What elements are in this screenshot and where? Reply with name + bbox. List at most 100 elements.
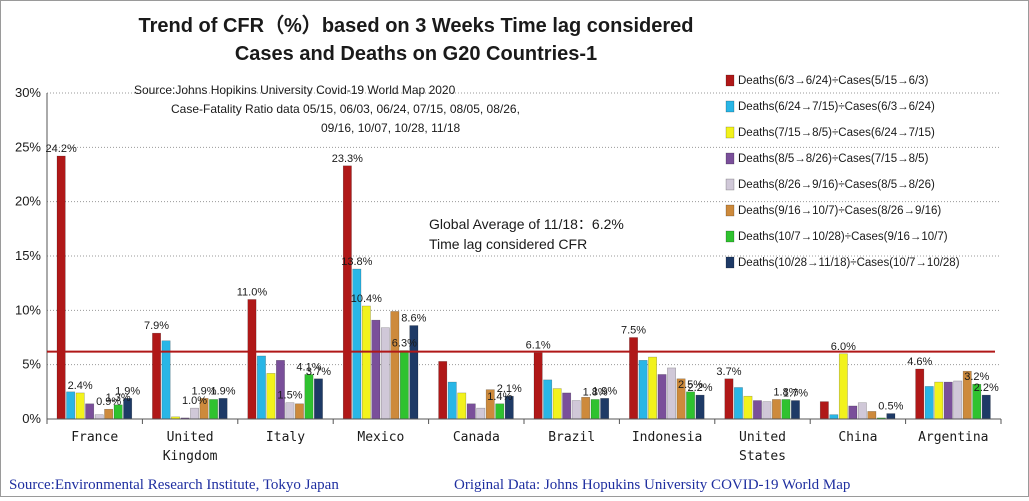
bar: Deaths(10/7→10/28)÷Cases(9/16→10/7): 1.8… [590, 399, 600, 420]
data-label: 1.7% [783, 388, 808, 400]
legend-item: Deaths(9/16→10/7)÷Cases(8/26→9/16) [725, 204, 941, 217]
data-label: 7.9% [144, 320, 169, 332]
source-note: Source:Johns Hopikins University Covid-1… [134, 83, 520, 135]
bar: Deaths(10/28→11/18)÷Cases(10/7→10/28): 2… [981, 394, 991, 420]
bar: Deaths(6/24→7/15)÷Cases(6/3→6/24): 5.4% [638, 360, 648, 420]
data-label: 2.5% [678, 379, 703, 391]
bar: Deaths(8/26→9/16)÷Cases(8/5→8/26): 1.5% [285, 402, 295, 420]
bar: Deaths(8/26→9/16)÷Cases(8/5→8/26): 1% [190, 407, 199, 420]
bar: Deaths(7/15→8/5)÷Cases(6/24→7/15): 2.4% [75, 392, 85, 420]
data-labels: 24.2%2.4%0.9%1.3%1.9%7.9%1.0%1.9%1.9%11.… [46, 143, 999, 413]
data-label: 1.9% [211, 385, 236, 397]
data-label: 3.2% [964, 371, 989, 383]
data-label: 1.9% [592, 385, 617, 397]
y-tick-label: 20% [15, 194, 41, 209]
source-line-1: Source:Johns Hopikins University Covid-1… [134, 83, 456, 97]
data-label: 13.8% [341, 256, 372, 268]
data-label: 8.6% [401, 313, 426, 325]
data-label: 3.7% [716, 366, 741, 378]
source-line-3: 09/16, 10/07, 10/28, 11/18 [321, 121, 461, 135]
legend-item: Deaths(6/3→6/24)÷Cases(5/15→6/3) [725, 74, 929, 87]
legend-label: Deaths(7/15→8/5)÷Cases(6/24→7/15) [738, 127, 935, 139]
data-label: 10.4% [351, 293, 382, 305]
bar: Deaths(6/3→6/24)÷Cases(5/15→6/3): 7.5% [629, 337, 638, 420]
bar: Deaths(6/24→7/15)÷Cases(6/3→6/24): 3% [924, 386, 934, 420]
legend-label: Deaths(8/26→9/16)÷Cases(8/5→8/26) [738, 179, 935, 191]
bar: Deaths(10/28→11/18)÷Cases(10/7→10/28): 0… [886, 413, 896, 420]
bar: Deaths(6/24→7/15)÷Cases(6/3→6/24): 3.6% [543, 379, 553, 420]
bar: Deaths(10/7→10/28)÷Cases(9/16→10/7): 1.8… [781, 399, 791, 420]
bar: Deaths(8/5→8/26)÷Cases(7/15→8/5): 3.4% [943, 381, 953, 420]
data-label: 0.5% [878, 401, 903, 413]
data-label: 1.4% [487, 391, 512, 403]
legend-swatch [725, 204, 735, 217]
y-tick-label: 25% [15, 139, 41, 154]
bar: Deaths(8/5→8/26)÷Cases(7/15→8/5): 1.7% [753, 400, 762, 420]
legend-item: Deaths(6/24→7/15)÷Cases(6/3→6/24) [725, 100, 935, 113]
bar: Deaths(7/15→8/5)÷Cases(6/24→7/15): 2.8% [552, 388, 562, 420]
legend-label: Deaths(10/7→10/28)÷Cases(9/16→10/7) [738, 231, 948, 243]
data-label: 2.4% [68, 380, 93, 392]
bar: Deaths(8/5→8/26)÷Cases(7/15→8/5): 2.4% [562, 392, 572, 420]
bar: Deaths(6/24→7/15)÷Cases(6/3→6/24): 0.4% [829, 414, 839, 420]
bar: Deaths(10/7→10/28)÷Cases(9/16→10/7): 2.5… [686, 391, 695, 420]
bar: Deaths(7/15→8/5)÷Cases(6/24→7/15): 5.7% [648, 356, 657, 420]
bar: Deaths(8/26→9/16)÷Cases(8/5→8/26): 1% [476, 407, 486, 420]
bar: Deaths(10/28→11/18)÷Cases(10/7→10/28): 1… [218, 398, 228, 420]
y-tick-label: 0% [22, 411, 41, 426]
bar: Deaths(10/7→10/28)÷Cases(9/16→10/7): 1.8… [209, 399, 218, 420]
data-label: 1.3% [106, 392, 131, 404]
data-label: 1.9% [192, 385, 217, 397]
bar: Deaths(10/28→11/18)÷Cases(10/7→10/28): 1… [791, 400, 800, 420]
bar: Deaths(6/3→6/24)÷Cases(5/15→6/3): 11% [247, 299, 257, 420]
x-tick-label: Argentina [918, 430, 988, 445]
annotation-line-1: Global Average of 11/18：6.2% [429, 216, 624, 232]
source-line-2: Case-Fatality Ratio data 05/15, 06/03, 0… [171, 102, 520, 116]
legend-swatch [725, 178, 735, 191]
legend-item: Deaths(7/15→8/5)÷Cases(6/24→7/15) [725, 126, 935, 139]
legend-label: Deaths(10/28→11/18)÷Cases(10/7→10/28) [738, 257, 960, 269]
data-label: 23.3% [332, 153, 363, 165]
bar: Deaths(9/16→10/7)÷Cases(8/26→9/16): 1.8% [772, 399, 781, 420]
bar: Deaths(8/5→8/26)÷Cases(7/15→8/5): 1.4% [466, 403, 476, 420]
data-label: 7.5% [621, 325, 646, 337]
bar: Deaths(8/26→9/16)÷Cases(8/5→8/26): 4.7% [667, 367, 676, 420]
bar: Deaths(10/7→10/28)÷Cases(9/16→10/7): 1.4… [495, 403, 505, 420]
data-label: 1.5% [277, 390, 302, 402]
bar: Deaths(8/5→8/26)÷Cases(7/15→8/5): 1.4% [85, 403, 95, 420]
legend-label: Deaths(6/3→6/24)÷Cases(5/15→6/3) [738, 75, 929, 87]
bar: Deaths(6/3→6/24)÷Cases(5/15→6/3): 24.2% [56, 155, 66, 420]
bar: Deaths(10/28→11/18)÷Cases(10/7→10/28): 1… [600, 398, 610, 420]
bar: Deaths(8/5→8/26)÷Cases(7/15→8/5): 1.2% [848, 405, 858, 420]
bar: Deaths(6/24→7/15)÷Cases(6/3→6/24): 3.4% [447, 381, 457, 420]
bar: Deaths(6/24→7/15)÷Cases(6/3→6/24): 2.5% [66, 391, 76, 420]
data-label: 1.0% [182, 395, 207, 407]
bar: Deaths(6/24→7/15)÷Cases(6/3→6/24): 2.9% [734, 387, 743, 420]
bar: Deaths(7/15→8/5)÷Cases(6/24→7/15): 2.4% [457, 392, 467, 420]
legend-swatch [725, 230, 735, 243]
bar: Deaths(10/7→10/28)÷Cases(9/16→10/7): 6.3… [399, 350, 409, 420]
x-tick-label: States [739, 449, 786, 464]
x-tick-label: France [71, 430, 118, 445]
data-label: 1.9% [115, 385, 140, 397]
bar: Deaths(6/3→6/24)÷Cases(5/15→6/3): 6.1% [533, 352, 543, 420]
bar: Deaths(9/16→10/7)÷Cases(8/26→9/16): 0.7% [867, 411, 877, 420]
bar: Deaths(6/3→6/24)÷Cases(5/15→6/3): 4.6% [915, 368, 925, 420]
data-label: 4.6% [907, 356, 932, 368]
legend-swatch [725, 74, 735, 87]
y-tick-label: 15% [15, 248, 41, 263]
data-label: 2.2% [688, 382, 713, 394]
bar: Deaths(6/3→6/24)÷Cases(5/15→6/3): 3.7% [724, 378, 734, 420]
y-tick-label: 30% [15, 85, 41, 100]
legend-item: Deaths(10/7→10/28)÷Cases(9/16→10/7) [725, 230, 948, 243]
data-label: 0.9% [96, 396, 121, 408]
legend-item: Deaths(8/5→8/26)÷Cases(7/15→8/5) [725, 152, 929, 165]
x-tick-label: Italy [266, 430, 305, 445]
footer-original-data: Original Data: Johns Hopukins University… [454, 477, 850, 493]
bar: Deaths(8/26→9/16)÷Cases(8/5→8/26): 1.6% [762, 401, 772, 420]
data-label: 6.3% [392, 338, 417, 350]
bar: Deaths(7/15→8/5)÷Cases(6/24→7/15): 6% [838, 353, 848, 420]
annotation-line-2: Time lag considered CFR [429, 236, 587, 252]
